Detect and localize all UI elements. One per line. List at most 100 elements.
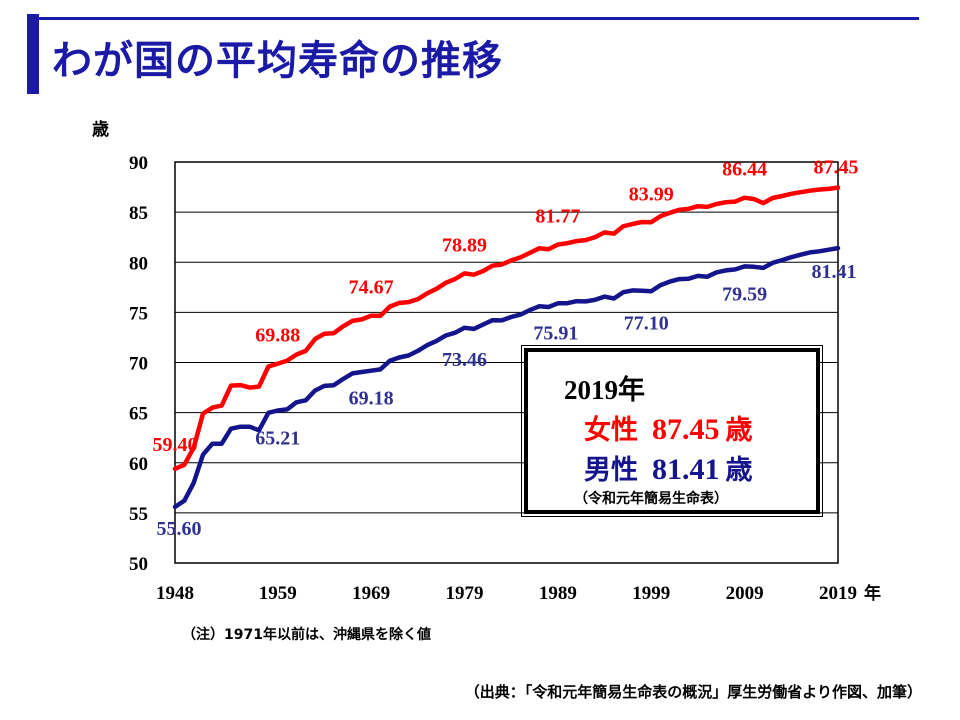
data-label-male: 65.21 bbox=[255, 428, 300, 450]
data-label-female: 87.45 bbox=[814, 157, 859, 179]
data-point-female bbox=[359, 317, 364, 322]
summary-female-unit: 歳 bbox=[725, 415, 753, 446]
data-point-male bbox=[341, 377, 345, 381]
data-point-female bbox=[808, 188, 812, 193]
data-point-female bbox=[266, 364, 271, 369]
data-label-male: 77.10 bbox=[624, 312, 669, 334]
data-point-female bbox=[565, 241, 569, 246]
data-point-female bbox=[257, 384, 261, 389]
data-point-female bbox=[826, 187, 831, 191]
data-point-female bbox=[191, 445, 196, 450]
data-point-male bbox=[387, 358, 392, 363]
data-point-male bbox=[257, 428, 261, 433]
data-point-male bbox=[546, 305, 551, 309]
data-point-male bbox=[742, 264, 747, 269]
data-label-female: 83.99 bbox=[629, 183, 674, 205]
summary-female-row: 女性 87.45 歳 bbox=[584, 408, 753, 447]
data-point-male bbox=[724, 268, 728, 273]
data-point-male bbox=[453, 330, 457, 335]
data-point-female bbox=[649, 220, 654, 225]
data-point-female bbox=[229, 383, 233, 388]
data-point-male bbox=[686, 276, 691, 281]
data-point-female bbox=[574, 239, 579, 243]
summary-female-label: 女性 bbox=[584, 415, 638, 446]
data-label-male: 81.41 bbox=[812, 261, 857, 283]
data-point-female bbox=[294, 352, 299, 357]
data-point-female bbox=[705, 205, 710, 209]
data-point-male bbox=[761, 266, 766, 270]
data-point-female bbox=[724, 200, 728, 205]
data-point-female bbox=[668, 211, 672, 215]
y-tick-label: 50 bbox=[129, 554, 148, 575]
data-point-female bbox=[322, 331, 327, 336]
data-point-female bbox=[201, 411, 205, 416]
data-point-female bbox=[247, 385, 252, 390]
y-tick-label: 65 bbox=[129, 404, 148, 425]
data-point-male bbox=[640, 288, 644, 293]
data-label-female: 86.44 bbox=[722, 159, 767, 181]
data-point-male bbox=[770, 261, 775, 265]
data-point-female bbox=[238, 383, 243, 387]
data-point-male bbox=[649, 289, 654, 294]
data-point-female bbox=[770, 196, 775, 200]
data-point-male bbox=[612, 296, 616, 301]
data-point-female bbox=[836, 185, 840, 190]
data-point-male bbox=[219, 441, 224, 446]
data-point-female bbox=[378, 313, 383, 318]
data-point-female bbox=[593, 235, 598, 239]
data-point-female bbox=[537, 246, 541, 251]
data-point-male bbox=[462, 326, 467, 330]
data-point-female bbox=[686, 207, 691, 211]
data-point-female bbox=[173, 466, 177, 471]
data-point-male bbox=[481, 322, 485, 327]
x-tick-label: 1959 bbox=[259, 583, 297, 604]
data-point-female bbox=[742, 195, 747, 200]
data-point-male bbox=[201, 452, 205, 457]
data-label-male: 73.46 bbox=[442, 349, 487, 371]
data-point-male bbox=[303, 398, 308, 403]
data-point-male bbox=[780, 258, 784, 262]
data-point-male bbox=[658, 283, 663, 287]
data-label-female: 74.67 bbox=[349, 277, 394, 299]
x-tick-label: 2009 bbox=[726, 583, 764, 604]
data-point-female bbox=[369, 313, 373, 318]
y-tick-label: 70 bbox=[129, 354, 148, 375]
data-point-female bbox=[761, 201, 766, 205]
data-point-female bbox=[817, 187, 822, 192]
data-label-male: 55.60 bbox=[157, 518, 202, 540]
data-point-male bbox=[574, 299, 579, 304]
data-point-male bbox=[537, 304, 541, 309]
summary-male-label: 男性 bbox=[584, 455, 638, 486]
data-point-male bbox=[705, 274, 710, 279]
data-point-male bbox=[350, 371, 355, 376]
data-point-female bbox=[630, 222, 635, 226]
x-tick-label: 1979 bbox=[445, 583, 483, 604]
summary-male-row: 男性 81.41 歳 bbox=[584, 448, 753, 487]
data-point-male bbox=[602, 294, 607, 299]
data-point-male bbox=[518, 312, 523, 317]
data-label-male: 79.59 bbox=[722, 283, 767, 305]
data-point-male bbox=[752, 264, 756, 269]
data-point-female bbox=[415, 297, 420, 302]
data-point-female bbox=[546, 247, 551, 252]
data-point-male bbox=[714, 270, 719, 275]
data-point-male bbox=[425, 343, 429, 347]
data-point-female bbox=[285, 358, 289, 363]
x-tick-label: 2019 bbox=[819, 583, 857, 604]
data-point-female bbox=[789, 191, 794, 196]
data-point-female bbox=[556, 242, 560, 247]
data-point-male bbox=[565, 301, 569, 305]
x-axis-label: 年 bbox=[864, 583, 881, 604]
data-point-female bbox=[500, 262, 504, 267]
data-point-male bbox=[406, 353, 411, 358]
data-point-male bbox=[444, 333, 448, 338]
data-point-male bbox=[378, 367, 383, 372]
data-point-male bbox=[808, 250, 812, 255]
data-point-male bbox=[798, 252, 803, 257]
data-point-male bbox=[247, 424, 252, 429]
data-point-female bbox=[714, 202, 719, 206]
data-point-male bbox=[677, 277, 682, 281]
data-label-female: 69.88 bbox=[255, 325, 300, 347]
data-point-male bbox=[173, 505, 177, 509]
data-point-female bbox=[481, 269, 485, 273]
